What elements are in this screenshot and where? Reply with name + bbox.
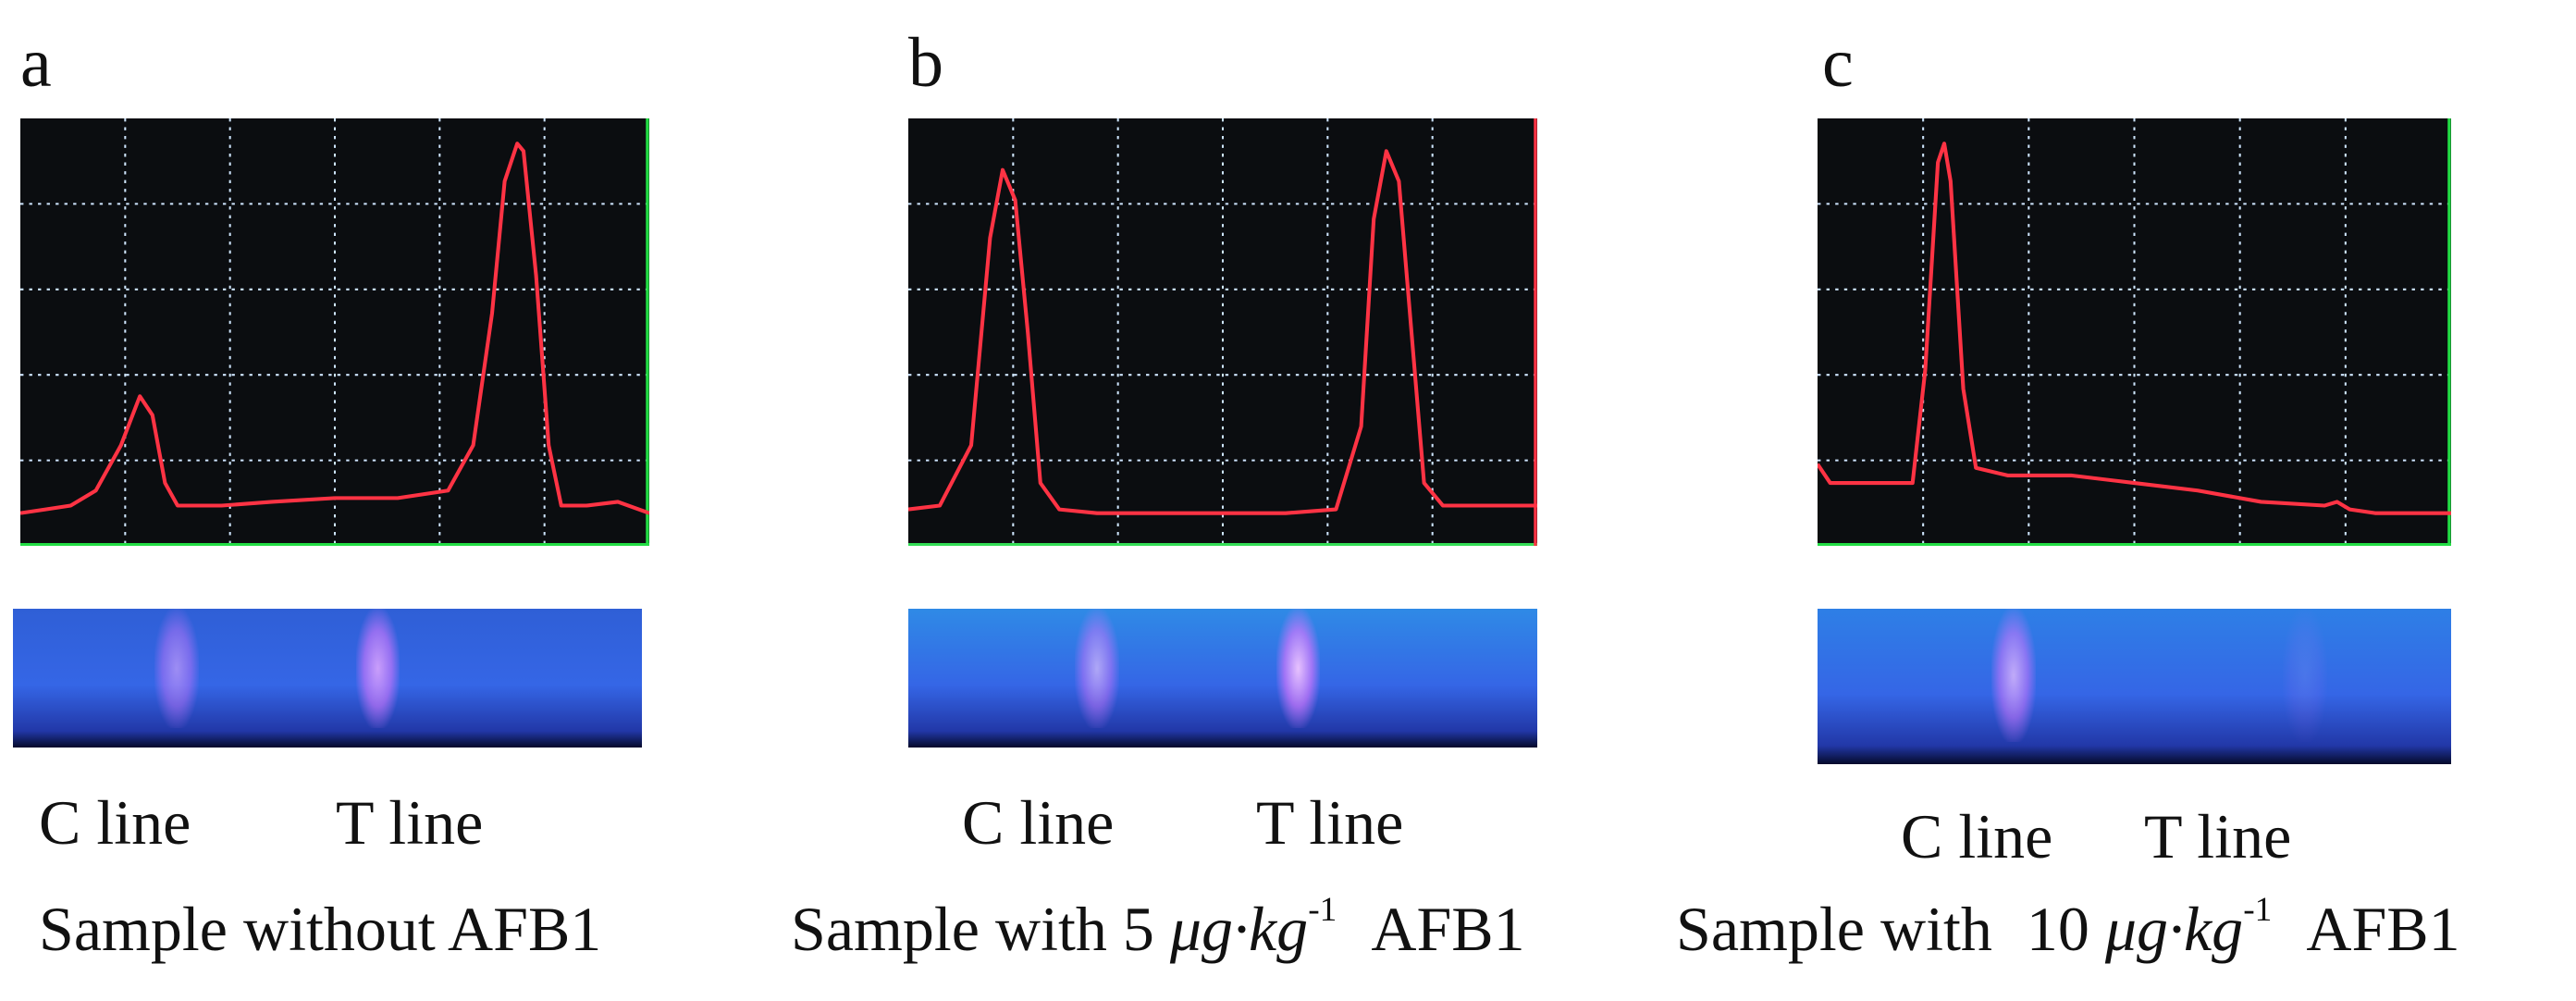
- c-band: [1991, 609, 2037, 743]
- t-band: [2283, 609, 2328, 743]
- panel-letter: b: [908, 24, 943, 102]
- sample-caption: Sample with 10 μg·kg-1 AFB1: [1676, 893, 2460, 960]
- caption-analyte: AFB1: [2306, 894, 2460, 964]
- caption-unit-exponent: -1: [2243, 891, 2273, 930]
- t-line-label: T line: [1256, 787, 1404, 858]
- scope-screen: [1818, 118, 2451, 546]
- c-line-label: C line: [39, 787, 191, 858]
- c-line-label: C line: [962, 787, 1115, 858]
- scope-plot: [1818, 118, 2451, 546]
- caption-middle: 5: [1122, 894, 1154, 964]
- caption-unit: μg·kg-1: [1169, 891, 1337, 964]
- caption-prefix: Sample with: [1676, 894, 1992, 964]
- panel-letter: a: [20, 24, 52, 102]
- caption-analyte: AFB1: [448, 894, 602, 964]
- t-band: [1276, 609, 1321, 728]
- t-line-label: T line: [2144, 801, 2292, 871]
- caption-unit-exponent: -1: [1308, 891, 1337, 930]
- caption-unit: μg·kg-1: [2104, 891, 2273, 964]
- c-band: [154, 609, 199, 728]
- caption-middle: without: [242, 894, 436, 964]
- panel-a: a C line T line Sample without AFB1: [0, 0, 832, 1001]
- scope-screen: [20, 118, 649, 546]
- t-band: [355, 609, 401, 728]
- caption-prefix: Sample with: [791, 894, 1107, 964]
- sample-caption: Sample without AFB1: [39, 897, 601, 960]
- c-line-label: C line: [1901, 801, 2053, 871]
- panel-b: b C line T line Sample with 5 μg·kg-1 AF…: [0, 0, 1537, 1001]
- caption-unit-base: μg·kg: [1169, 894, 1309, 964]
- scope-screen: [908, 118, 1537, 546]
- signal-trace: [20, 142, 649, 515]
- panel-letter: c: [1822, 24, 1854, 102]
- signal-trace: [1818, 142, 2451, 515]
- c-band: [1075, 609, 1119, 728]
- test-strip: [13, 609, 642, 748]
- test-strip: [1818, 609, 2451, 764]
- signal-trace: [908, 149, 1537, 515]
- scope-plot: [20, 118, 649, 546]
- test-strip: [908, 609, 1537, 748]
- panel-c: c C line T line Sample with 10 μg·kg-1 A…: [0, 0, 2460, 1001]
- caption-prefix: Sample: [39, 894, 228, 964]
- t-line-label: T line: [336, 787, 484, 858]
- scope-plot: [908, 118, 1537, 546]
- caption-unit-base: μg·kg: [2104, 894, 2244, 964]
- caption-middle: 10: [2026, 894, 2089, 964]
- sample-caption: Sample with 5 μg·kg-1 AFB1: [791, 893, 1525, 960]
- caption-analyte: AFB1: [1371, 894, 1525, 964]
